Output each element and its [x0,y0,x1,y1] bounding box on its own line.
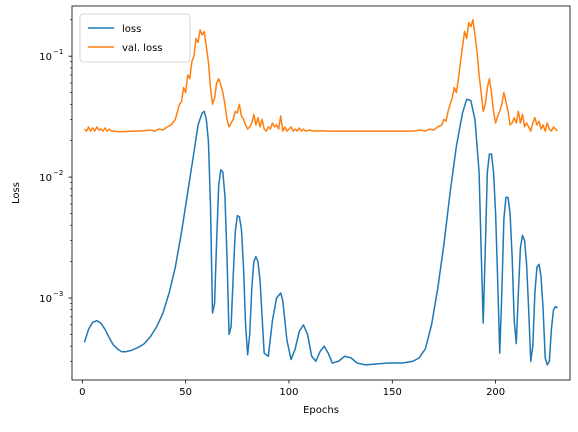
y-tick-label: 10 [39,173,52,184]
x-tick-label: 200 [486,387,505,398]
y-tick-exponent: −3 [53,290,63,298]
x-tick-label: 100 [279,387,298,398]
legend: loss val. loss [79,13,191,63]
y-tick-exponent: −2 [53,169,63,177]
y-tick-exponent: −1 [53,48,63,56]
series-line-val-loss [83,19,559,133]
axes-frame [71,5,571,381]
y-tick-label: 10 [39,294,52,305]
legend-label: val. loss [122,43,163,54]
y-tick-label: 10 [39,52,52,63]
y-axis-label: Loss [11,182,22,204]
x-tick-label: 150 [383,387,402,398]
legend-box [79,13,191,63]
x-axis-label: Epochs [303,405,339,416]
plot-area [83,19,559,366]
x-tick-label: 50 [179,387,192,398]
series-line-loss [83,98,558,366]
legend-label: loss [122,24,141,35]
x-tick-label: 0 [79,387,85,398]
